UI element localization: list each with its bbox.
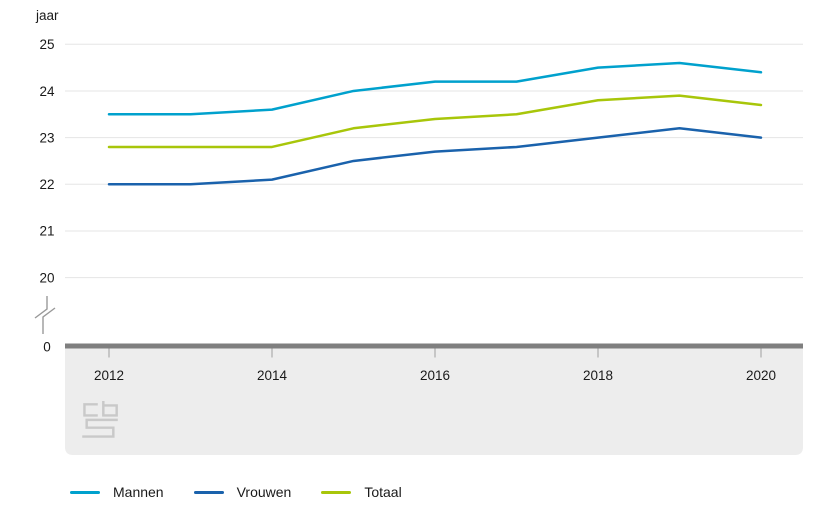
x-axis-tick-label: 2012 [94, 368, 124, 383]
cbs-logo-c [83, 403, 98, 417]
x-axis-band [65, 348, 803, 455]
legend-item-totaal[interactable]: Totaal [321, 484, 402, 500]
legend-swatch-icon [193, 490, 224, 494]
cbs-logo-b [102, 401, 118, 417]
x-axis-line [65, 343, 803, 349]
series-line-totaal [107, 94, 763, 149]
legend-label: Vrouwen [236, 484, 292, 500]
x-axis-tick-label: 2020 [746, 368, 776, 383]
y-axis-tick-label: 25 [39, 37, 54, 52]
chart-legend: Mannen Vrouwen Totaal [70, 484, 402, 500]
legend-item-vrouwen[interactable]: Vrouwen [193, 484, 292, 500]
y-axis-tick-label: 20 [39, 270, 54, 285]
y-axis-unit-label: jaar [35, 8, 59, 23]
y-axis-tick-label: 23 [39, 130, 54, 145]
y-axis-tick-label: 24 [39, 84, 55, 99]
y-axis-tick-label: 22 [39, 177, 54, 192]
axis-break-icon [34, 296, 56, 334]
x-axis-tick-label: 2016 [420, 368, 450, 383]
legend-swatch-icon [321, 490, 352, 494]
cbs-logo-s [82, 418, 118, 438]
line-chart: 25 24 23 22 21 20 2012 2014 2016 2018 2020 0 jaar [34, 8, 803, 455]
series-line-mannen [107, 61, 763, 116]
x-axis-tick-label: 2014 [257, 368, 288, 383]
legend-label: Mannen [113, 484, 164, 500]
series-line-vrouwen [107, 127, 763, 186]
legend-item-mannen[interactable]: Mannen [70, 484, 164, 500]
x-axis-tick-label: 2018 [583, 368, 613, 383]
y-axis-zero-label: 0 [43, 340, 51, 355]
legend-swatch-icon [70, 490, 100, 494]
legend-label: Totaal [364, 484, 402, 500]
y-axis-tick-label: 21 [39, 224, 54, 239]
cbs-logo-icon [82, 401, 118, 438]
